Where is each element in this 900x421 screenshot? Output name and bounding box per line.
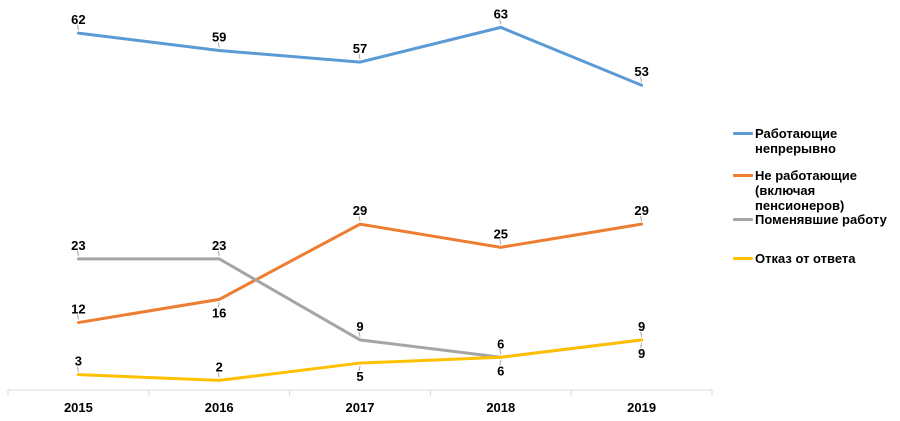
data-label-leader: [499, 19, 502, 25]
legend-marker-icon: [733, 174, 753, 177]
data-label: 5: [356, 369, 363, 384]
data-label-leader: [640, 331, 643, 338]
data-label: 9: [638, 346, 645, 361]
data-label: 57: [353, 41, 367, 56]
legend-label: Отказ от ответа: [755, 251, 856, 266]
data-label: 62: [71, 12, 85, 27]
data-label: 29: [353, 203, 367, 218]
data-label: 16: [212, 305, 226, 320]
legend-item: Работающие непрерывно: [733, 126, 898, 156]
data-label-leader: [358, 53, 361, 60]
series-line-0: [76, 25, 644, 87]
data-label-leader: [358, 365, 361, 372]
data-label-leader: [76, 366, 79, 372]
data-label-leader: [217, 42, 220, 48]
data-label-leader: [358, 331, 361, 338]
series-line-1: [76, 222, 644, 325]
data-label: 9: [356, 319, 363, 334]
legend-marker-icon: [733, 132, 753, 135]
legend-label: Работающие непрерывно: [755, 126, 838, 156]
data-label: 25: [494, 226, 508, 241]
legend-item: Поменявшие работу: [733, 212, 898, 227]
legend-label: Не работающие (включая пенсионеров): [755, 168, 857, 213]
legend-marker-icon: [733, 257, 753, 260]
legend-item: Не работающие (включая пенсионеров): [733, 168, 898, 213]
data-label: 3: [75, 354, 82, 369]
data-label: 23: [71, 238, 85, 253]
data-label: 6: [497, 336, 504, 351]
data-label-leader: [640, 342, 643, 349]
x-axis-label: 2019: [627, 400, 656, 415]
data-label-leader: [499, 349, 502, 355]
x-axis-label: 2018: [486, 400, 515, 415]
x-axis-label: 2017: [346, 400, 375, 415]
legend-marker-icon: [733, 218, 753, 221]
data-label-leader: [76, 25, 79, 31]
data-label-leader: [358, 216, 361, 222]
data-label-leader: [640, 77, 643, 83]
legend-label: Поменявшие работу: [755, 212, 887, 227]
data-label: 9: [638, 319, 645, 334]
data-label: 63: [494, 6, 508, 21]
data-label: 53: [634, 64, 648, 79]
data-label: 23: [212, 238, 226, 253]
data-label-leader: [640, 216, 643, 222]
chart-legend: Работающие непрерывно Не работающие (вклю…: [733, 0, 900, 421]
data-label: 59: [212, 30, 226, 45]
data-label-leader: [217, 302, 220, 308]
data-label-leader: [76, 250, 79, 256]
data-label-leader: [217, 250, 220, 256]
data-label-leader: [76, 314, 79, 320]
data-label: 2: [216, 359, 223, 374]
data-label: 29: [634, 203, 648, 218]
data-label-leader: [217, 372, 220, 378]
data-label: 6: [497, 363, 504, 378]
data-label-leader: [499, 360, 502, 366]
data-label-leader: [499, 239, 502, 245]
legend-item: Отказ от ответа: [733, 251, 898, 266]
series-line-3: [76, 338, 644, 382]
data-label: 12: [71, 302, 85, 317]
x-axis-label: 2016: [205, 400, 234, 415]
x-axis-label: 2015: [64, 400, 93, 415]
